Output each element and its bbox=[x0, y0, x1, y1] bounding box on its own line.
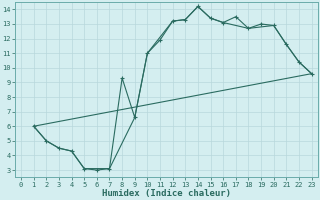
X-axis label: Humidex (Indice chaleur): Humidex (Indice chaleur) bbox=[102, 189, 231, 198]
